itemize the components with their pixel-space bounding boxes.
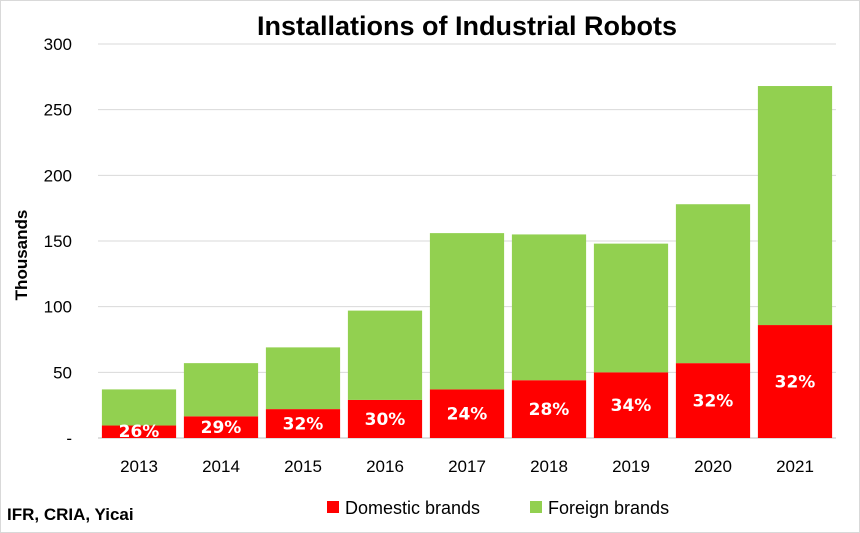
- bar-domestic-2014: [183, 416, 259, 438]
- x-tick-label: 2017: [448, 457, 486, 476]
- bar-foreign-2015: [265, 347, 341, 410]
- legend-swatch-foreign: [530, 501, 542, 513]
- x-tick-label: 2014: [202, 457, 240, 476]
- data-label: 30%: [365, 410, 406, 430]
- data-label: 32%: [775, 373, 816, 393]
- x-axis-ticks: 2013 2014 2015 2016 2017 2018 2019 2020 2021: [120, 457, 814, 476]
- bar-foreign-2018: [511, 234, 587, 381]
- data-label: 24%: [447, 405, 488, 425]
- bar-foreign-2016: [347, 310, 423, 400]
- x-tick-label: 2020: [694, 457, 732, 476]
- y-tick-label: 250: [44, 101, 72, 120]
- bar-foreign-2019: [593, 243, 669, 373]
- y-tick-label: 200: [44, 166, 72, 185]
- x-tick-label: 2018: [530, 457, 568, 476]
- data-label: 29%: [201, 418, 242, 438]
- data-labels: 26% 29% 32% 30% 24% 28% 34% 32% 32%: [119, 373, 816, 442]
- bar-foreign-2021: [757, 86, 833, 326]
- bar-domestic-2019: [593, 372, 669, 438]
- y-tick-label: 150: [44, 232, 72, 251]
- data-label: 26%: [119, 422, 160, 442]
- x-tick-label: 2019: [612, 457, 650, 476]
- data-label: 32%: [693, 392, 734, 412]
- bar-foreign-2020: [675, 204, 751, 364]
- y-axis-ticks: - 50 100 150 200 250 300: [44, 35, 72, 448]
- y-tick-label: 300: [44, 35, 72, 54]
- x-tick-label: 2016: [366, 457, 404, 476]
- legend-swatch-domestic: [327, 501, 339, 513]
- bars: [101, 86, 833, 438]
- bar-domestic-2021: [757, 325, 833, 438]
- legend-label-domestic: Domestic brands: [345, 498, 480, 518]
- x-tick-label: 2013: [120, 457, 158, 476]
- bar-foreign-2014: [183, 363, 259, 417]
- bar-domestic-2018: [511, 380, 587, 438]
- source-note: IFR, CRIA, Yicai: [7, 505, 134, 524]
- bar-foreign-2013: [101, 389, 177, 426]
- x-tick-label: 2021: [776, 457, 814, 476]
- x-tick-label: 2015: [284, 457, 322, 476]
- y-tick-label: 100: [44, 298, 72, 317]
- bar-domestic-2013: [101, 425, 177, 438]
- bar-foreign-2017: [429, 233, 505, 390]
- bar-domestic-2015: [265, 409, 341, 438]
- bar-domestic-2020: [675, 363, 751, 438]
- legend: Domestic brands Foreign brands: [327, 498, 669, 518]
- data-label: 28%: [529, 400, 570, 420]
- chart-title: Installations of Industrial Robots: [257, 11, 677, 41]
- bar-domestic-2017: [429, 389, 505, 438]
- y-tick-label: 50: [53, 363, 72, 382]
- legend-label-foreign: Foreign brands: [548, 498, 669, 518]
- y-tick-label: -: [66, 429, 72, 448]
- y-axis-label: Thousands: [12, 210, 31, 301]
- data-label: 34%: [611, 396, 652, 416]
- data-label: 32%: [283, 415, 324, 435]
- bar-domestic-2016: [347, 399, 423, 438]
